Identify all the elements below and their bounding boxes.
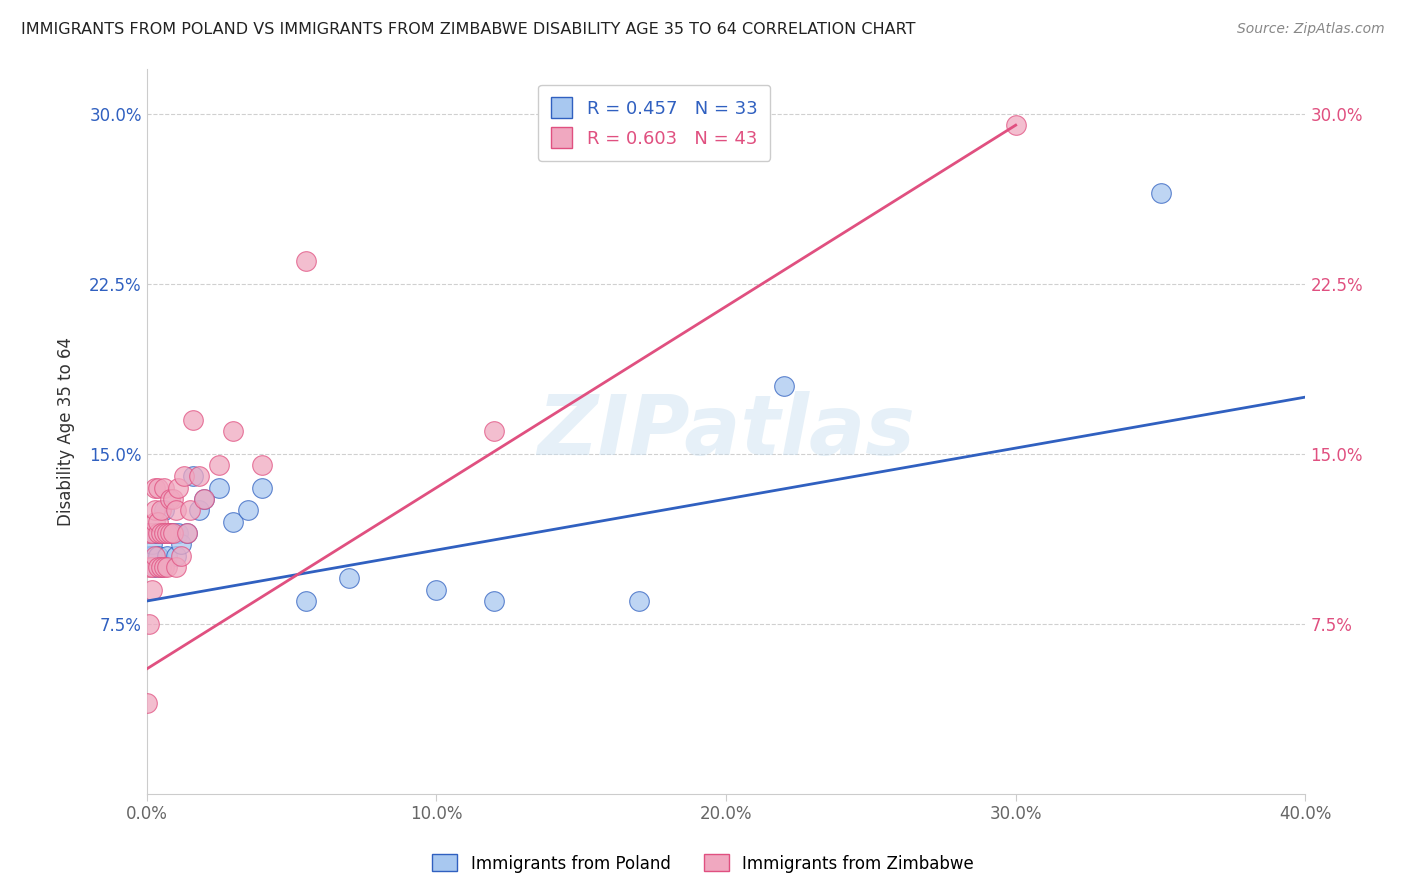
- Point: [153, 526, 176, 541]
- Point: [153, 481, 176, 495]
- Point: [181, 469, 204, 483]
- Point: [176, 526, 198, 541]
- Point: [187, 469, 209, 483]
- Point: [146, 526, 169, 541]
- Point: [179, 503, 201, 517]
- Point: [146, 549, 169, 563]
- Point: [143, 515, 166, 529]
- Point: [167, 526, 190, 541]
- Point: [143, 503, 166, 517]
- Point: [1004, 118, 1026, 132]
- Point: [162, 492, 184, 507]
- Text: ZIPatlas: ZIPatlas: [537, 391, 915, 472]
- Text: IMMIGRANTS FROM POLAND VS IMMIGRANTS FROM ZIMBABWE DISABILITY AGE 35 TO 64 CORRE: IMMIGRANTS FROM POLAND VS IMMIGRANTS FRO…: [21, 22, 915, 37]
- Point: [628, 594, 651, 608]
- Point: [153, 526, 176, 541]
- Point: [165, 560, 187, 574]
- Point: [162, 526, 184, 541]
- Point: [143, 560, 166, 574]
- Point: [170, 537, 193, 551]
- Point: [138, 549, 160, 563]
- Point: [153, 560, 176, 574]
- Point: [156, 560, 179, 574]
- Point: [236, 503, 259, 517]
- Point: [208, 481, 231, 495]
- Point: [138, 560, 160, 574]
- Point: [425, 582, 447, 597]
- Point: [141, 537, 163, 551]
- Point: [141, 526, 163, 541]
- Point: [146, 560, 169, 574]
- Point: [165, 549, 187, 563]
- Point: [208, 458, 231, 472]
- Point: [143, 549, 166, 563]
- Point: [222, 424, 245, 438]
- Text: Source: ZipAtlas.com: Source: ZipAtlas.com: [1237, 22, 1385, 37]
- Point: [146, 481, 169, 495]
- Legend: R = 0.457   N = 33, R = 0.603   N = 43: R = 0.457 N = 33, R = 0.603 N = 43: [538, 85, 770, 161]
- Point: [138, 526, 160, 541]
- Point: [482, 594, 505, 608]
- Point: [138, 616, 160, 631]
- Point: [159, 526, 181, 541]
- Point: [156, 549, 179, 563]
- Point: [170, 549, 193, 563]
- Point: [167, 481, 190, 495]
- Point: [150, 526, 173, 541]
- Point: [165, 503, 187, 517]
- Y-axis label: Disability Age 35 to 64: Disability Age 35 to 64: [58, 336, 75, 525]
- Point: [482, 424, 505, 438]
- Point: [295, 254, 318, 268]
- Point: [135, 696, 157, 710]
- Point: [162, 526, 184, 541]
- Point: [150, 560, 173, 574]
- Point: [773, 378, 796, 392]
- Point: [222, 515, 245, 529]
- Point: [153, 503, 176, 517]
- Point: [150, 560, 173, 574]
- Point: [141, 582, 163, 597]
- Point: [187, 503, 209, 517]
- Point: [295, 594, 318, 608]
- Point: [173, 469, 195, 483]
- Point: [193, 492, 215, 507]
- Point: [252, 481, 274, 495]
- Point: [150, 503, 173, 517]
- Point: [193, 492, 215, 507]
- Point: [159, 492, 181, 507]
- Point: [150, 526, 173, 541]
- Point: [143, 526, 166, 541]
- Point: [159, 526, 181, 541]
- Point: [181, 413, 204, 427]
- Point: [143, 481, 166, 495]
- Point: [141, 560, 163, 574]
- Point: [146, 515, 169, 529]
- Point: [252, 458, 274, 472]
- Point: [337, 571, 360, 585]
- Point: [1149, 186, 1171, 201]
- Legend: Immigrants from Poland, Immigrants from Zimbabwe: Immigrants from Poland, Immigrants from …: [426, 847, 980, 880]
- Point: [146, 526, 169, 541]
- Point: [156, 526, 179, 541]
- Point: [141, 549, 163, 563]
- Point: [176, 526, 198, 541]
- Point: [138, 526, 160, 541]
